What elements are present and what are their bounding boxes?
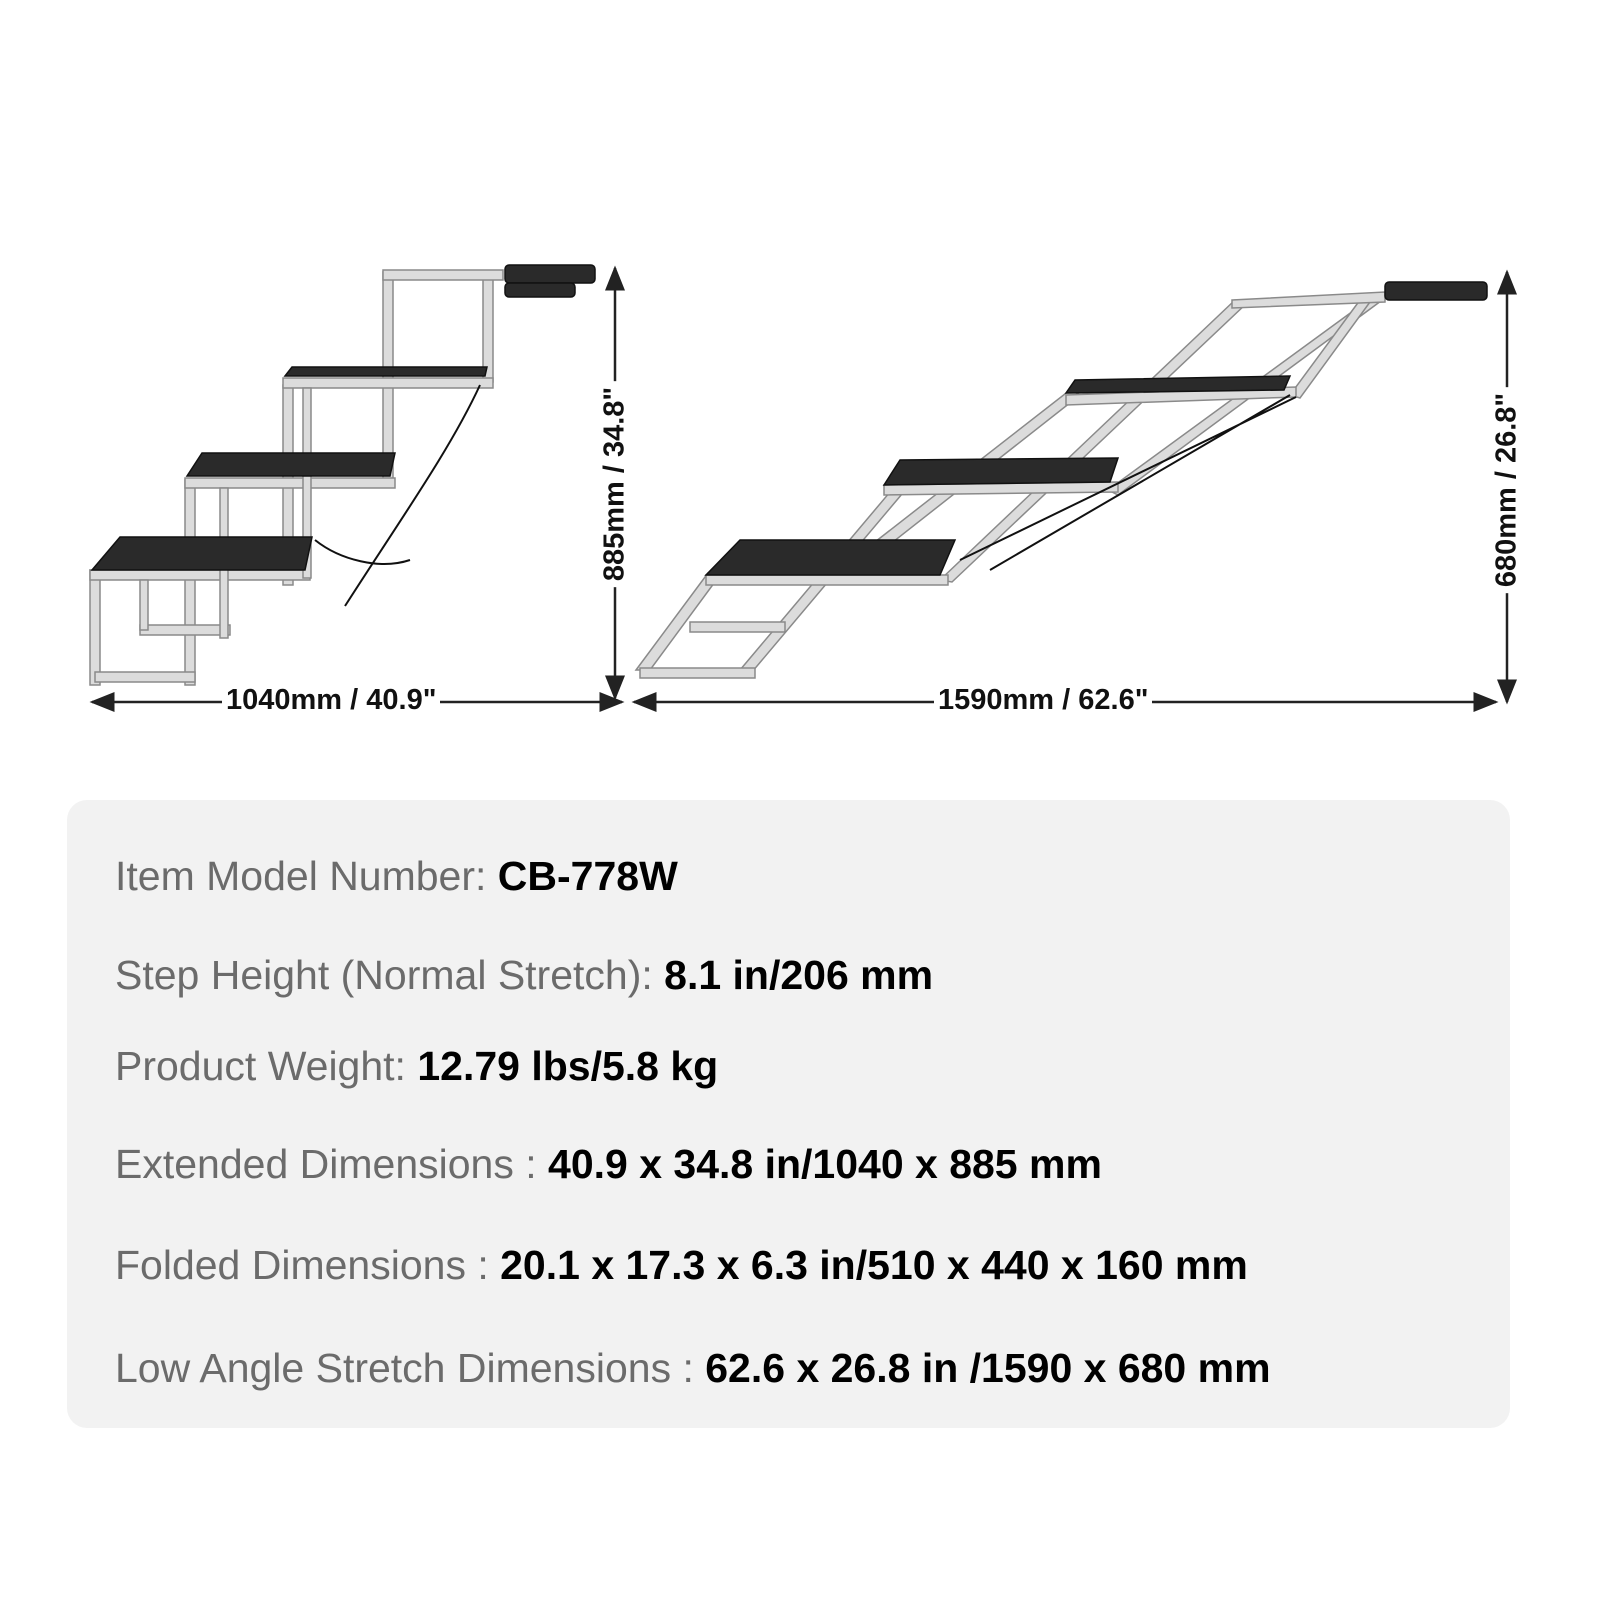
- product-illustration: [89, 264, 1517, 712]
- extended-height-label: 885mm / 34.8": [599, 380, 631, 588]
- spec-label: Extended Dimensions :: [115, 1141, 549, 1187]
- extended-width-label: 1040mm / 40.9": [222, 686, 441, 715]
- spec-value: CB-778W: [497, 853, 678, 899]
- low-angle-width-label: 1590mm / 62.6": [934, 686, 1153, 715]
- spec-label: Low Angle Stretch Dimensions :: [115, 1345, 706, 1391]
- spec-folded-dimensions: Folded Dimensions : 20.1 x 17.3 x 6.3 in…: [115, 1245, 1248, 1286]
- spec-low-angle-dimensions: Low Angle Stretch Dimensions : 62.6 x 26…: [115, 1348, 1271, 1389]
- spec-product-weight: Product Weight: 12.79 lbs/5.8 kg: [115, 1046, 718, 1087]
- spec-value: 20.1 x 17.3 x 6.3 in/510 x 440 x 160 mm: [500, 1242, 1248, 1288]
- spec-label: Step Height (Normal Stretch):: [115, 952, 665, 998]
- spec-label: Product Weight:: [115, 1043, 418, 1089]
- spec-value: 8.1 in/206 mm: [664, 952, 934, 998]
- spec-label: Folded Dimensions :: [115, 1242, 501, 1288]
- extended-stairs-image: [89, 264, 596, 686]
- spec-extended-dimensions: Extended Dimensions : 40.9 x 34.8 in/104…: [115, 1144, 1102, 1185]
- spec-model-number: Item Model Number: CB-778W: [115, 856, 678, 897]
- spec-step-height: Step Height (Normal Stretch): 8.1 in/206…: [115, 955, 933, 996]
- spec-value: 40.9 x 34.8 in/1040 x 885 mm: [548, 1141, 1102, 1187]
- spec-value: 62.6 x 26.8 in /1590 x 680 mm: [705, 1345, 1271, 1391]
- spec-value: 12.79 lbs/5.8 kg: [417, 1043, 719, 1089]
- specifications-panel: Item Model Number: CB-778W Step Height (…: [67, 800, 1510, 1428]
- low-angle-height-label: 680mm / 26.8": [1491, 386, 1523, 594]
- low-angle-stairs-image: [634, 281, 1488, 679]
- spec-label: Item Model Number:: [115, 853, 498, 899]
